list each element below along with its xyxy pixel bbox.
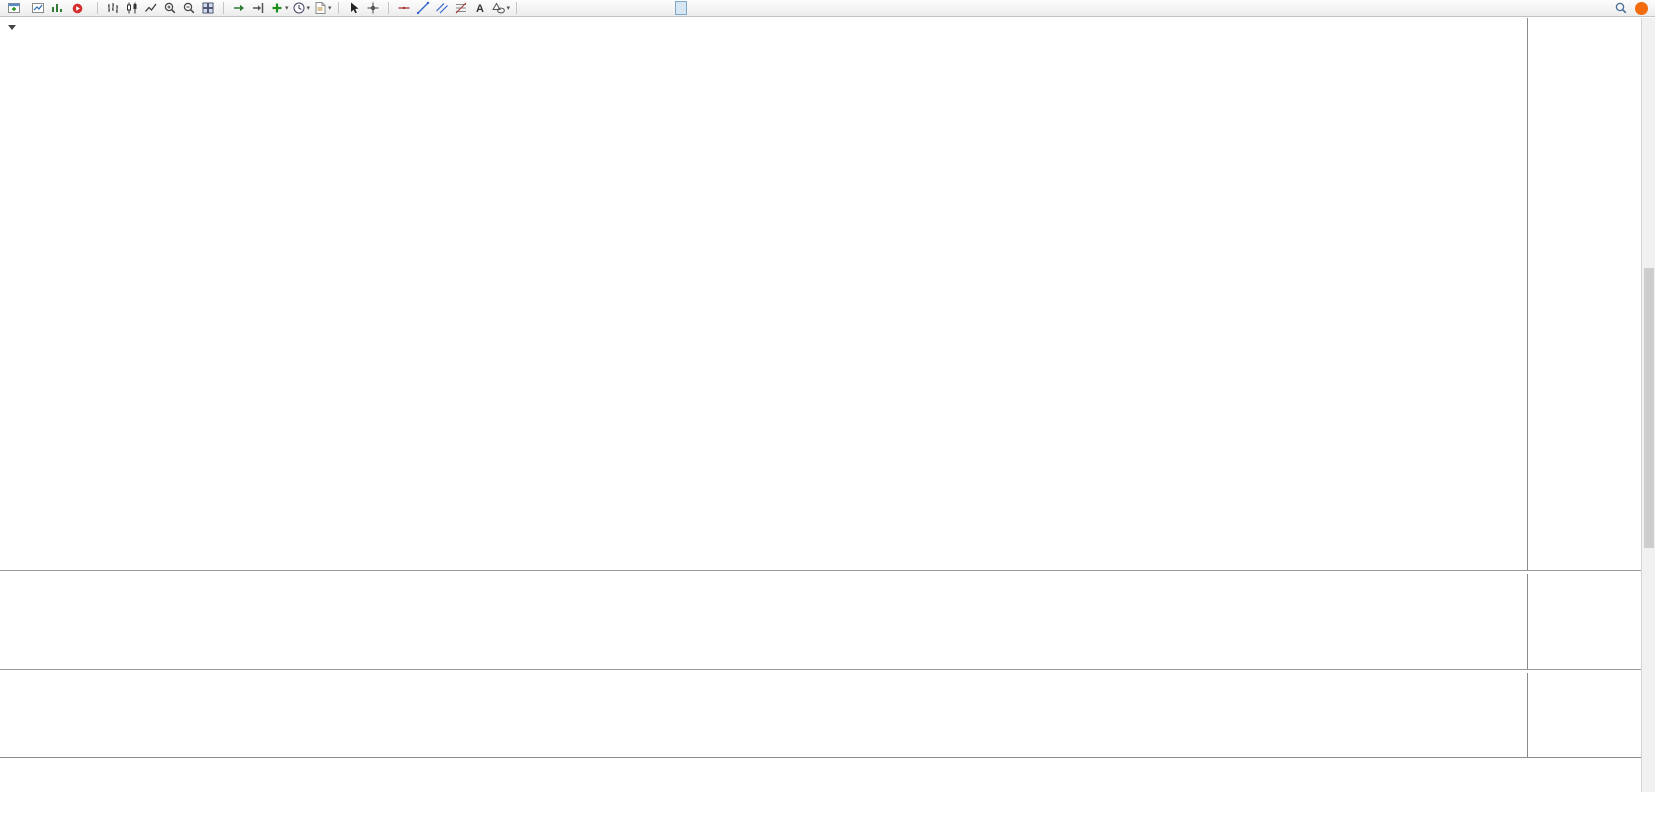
line-chart-icon[interactable]: [142, 1, 160, 16]
timeframe-h1[interactable]: [661, 1, 671, 15]
autotrading-button[interactable]: [67, 1, 91, 16]
notification-badge[interactable]: [1635, 1, 1648, 15]
templates-icon[interactable]: [311, 1, 329, 16]
svg-text:A: A: [476, 3, 484, 15]
main-toolbar: ▾ ▾ ▾ A ▾: [0, 0, 1655, 17]
periods-dropdown-caret[interactable]: ▾: [306, 5, 311, 12]
indicators-icon[interactable]: [268, 1, 286, 16]
macd-indicator-label: [8, 575, 23, 587]
toolbar-separator: [387, 2, 389, 14]
new-order-button[interactable]: [3, 1, 28, 16]
rsi-indicator-label: [8, 675, 18, 687]
scrollbar-thumb[interactable]: [1644, 268, 1654, 548]
timeframe-m5[interactable]: [619, 1, 629, 15]
zoom-out-icon[interactable]: [180, 1, 198, 16]
text-tool-icon[interactable]: A: [471, 1, 489, 16]
horizontal-line-icon[interactable]: [395, 1, 413, 16]
autotrading-icon: [72, 3, 83, 13]
shapes-tool-icon[interactable]: [490, 1, 508, 16]
panel-separator[interactable]: [0, 570, 1641, 574]
timeframe-m1[interactable]: [605, 1, 615, 15]
toolbar-separator: [337, 2, 339, 14]
timeframe-group: [603, 1, 731, 15]
market-watch-icon[interactable]: [48, 1, 66, 16]
bar-chart-icon[interactable]: [104, 1, 122, 16]
toolbar-separator: [516, 2, 518, 14]
panel-separator[interactable]: [0, 669, 1641, 673]
timeframe-m30[interactable]: [647, 1, 657, 15]
macd-panel[interactable]: [0, 572, 1527, 669]
price-axis-line: [1527, 18, 1528, 757]
chart-shift-icon[interactable]: [249, 1, 267, 16]
channel-icon[interactable]: [433, 1, 451, 16]
time-axis-line: [0, 757, 1641, 758]
templates-dropdown-caret[interactable]: ▾: [328, 5, 332, 12]
cursor-icon[interactable]: [345, 1, 363, 16]
search-icon[interactable]: [1612, 1, 1630, 16]
zoom-in-icon[interactable]: [161, 1, 179, 16]
trendline-icon[interactable]: [414, 1, 432, 16]
rsi-panel[interactable]: [0, 671, 1527, 757]
timeframe-d1[interactable]: [691, 1, 701, 15]
auto-scroll-icon[interactable]: [230, 1, 248, 16]
timeframe-w1[interactable]: [705, 1, 715, 15]
order-ticket-icon: [8, 3, 20, 13]
main-chart-canvas[interactable]: [0, 18, 1527, 570]
fibonacci-icon[interactable]: [452, 1, 470, 16]
chart-menu-triangle-icon[interactable]: [8, 25, 16, 30]
vertical-scrollbar[interactable]: [1641, 18, 1655, 792]
tile-windows-icon[interactable]: [199, 1, 217, 16]
crosshair-icon[interactable]: [364, 1, 382, 16]
timeframe-h4[interactable]: [675, 1, 688, 15]
new-chart-icon[interactable]: [29, 1, 47, 16]
toolbar-separator: [97, 2, 98, 14]
timeframe-m15[interactable]: [633, 1, 643, 15]
periods-clock-icon[interactable]: [290, 1, 308, 16]
indicators-dropdown-caret[interactable]: ▾: [285, 5, 289, 12]
timeframe-mn[interactable]: [719, 1, 729, 15]
shapes-dropdown-caret[interactable]: ▾: [506, 5, 511, 12]
candlestick-chart-icon[interactable]: [123, 1, 141, 16]
toolbar-separator: [223, 2, 224, 14]
